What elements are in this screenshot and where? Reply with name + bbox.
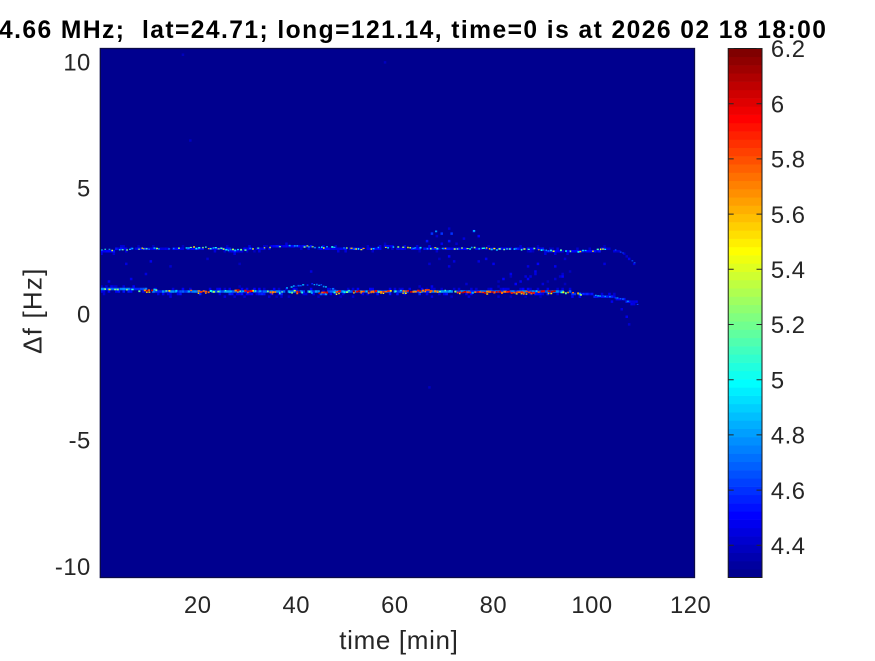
svg-text:20: 20 [184, 592, 211, 619]
svg-text:Δf [Hz]: Δf [Hz] [18, 267, 48, 353]
svg-text:6.2: 6.2 [771, 36, 806, 63]
svg-text:100: 100 [571, 592, 612, 619]
svg-text:4.8: 4.8 [771, 423, 806, 450]
svg-text:120: 120 [670, 592, 711, 619]
svg-text:5.8: 5.8 [771, 147, 806, 174]
svg-text:4.6: 4.6 [771, 478, 806, 505]
svg-text:5: 5 [77, 175, 91, 202]
svg-text:6: 6 [771, 91, 785, 118]
svg-text:0: 0 [77, 302, 91, 329]
svg-text:80: 80 [480, 592, 507, 619]
svg-text:5.4: 5.4 [771, 257, 806, 284]
svg-text:5: 5 [771, 367, 785, 394]
svg-text:40: 40 [283, 592, 310, 619]
svg-text:10: 10 [63, 49, 90, 76]
svg-text:5.2: 5.2 [771, 312, 806, 339]
svg-text:time [min]: time [min] [339, 625, 458, 655]
svg-text:-10: -10 [55, 554, 91, 581]
svg-text:5.6: 5.6 [771, 202, 806, 229]
svg-text:4.66 MHz; lat=24.71; long=121: 4.66 MHz; lat=24.71; long=121.14, time=0… [0, 17, 827, 44]
svg-text:60: 60 [381, 592, 408, 619]
svg-text:-5: -5 [69, 428, 91, 455]
svg-text:4.4: 4.4 [771, 533, 806, 560]
